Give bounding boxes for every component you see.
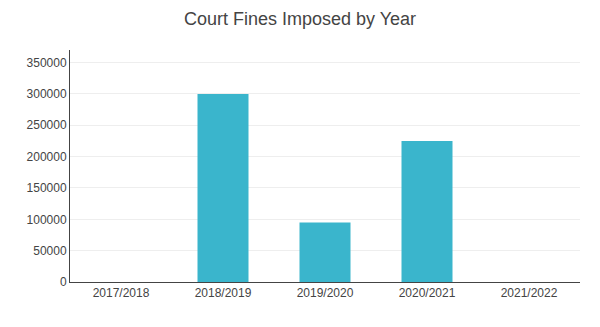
svg-text:2018/2019: 2018/2019 <box>195 286 252 300</box>
svg-text:2020/2021: 2020/2021 <box>399 286 456 300</box>
svg-text:0: 0 <box>60 275 67 289</box>
svg-text:50000: 50000 <box>33 244 67 258</box>
svg-text:2021/2022: 2021/2022 <box>501 286 558 300</box>
svg-text:2017/2018: 2017/2018 <box>93 286 150 300</box>
svg-text:350000: 350000 <box>27 56 67 70</box>
svg-text:100000: 100000 <box>27 213 67 227</box>
svg-text:2019/2020: 2019/2020 <box>297 286 354 300</box>
svg-text:250000: 250000 <box>27 118 67 132</box>
svg-text:300000: 300000 <box>27 87 67 101</box>
svg-text:200000: 200000 <box>27 150 67 164</box>
svg-text:Court Fines Imposed by Year: Court Fines Imposed by Year <box>184 9 416 29</box>
svg-text:150000: 150000 <box>27 181 67 195</box>
